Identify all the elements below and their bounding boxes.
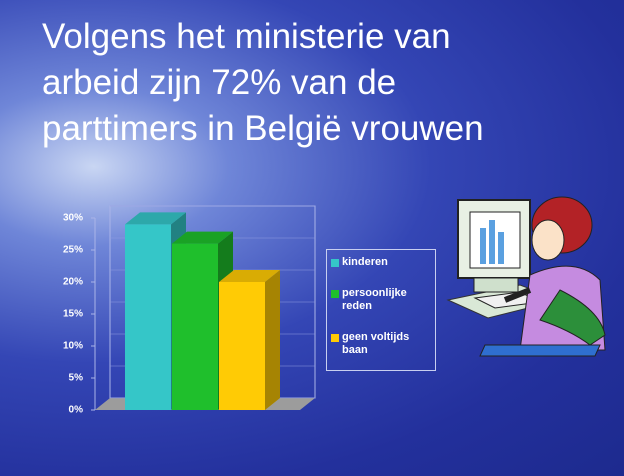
legend-label: kinderen [342, 256, 388, 268]
bar-top-shade [219, 270, 280, 282]
legend-entry: geen voltijds baan [331, 331, 431, 357]
bar-top-shade [172, 231, 233, 244]
y-tick-label: 30% [63, 213, 83, 224]
y-tick-label: 10% [63, 341, 83, 352]
y-tick-label: 5% [69, 373, 84, 384]
legend-label: persoonlijke reden [342, 287, 407, 312]
legend-swatch [331, 334, 339, 342]
y-tick-label: 25% [63, 245, 83, 256]
legend-swatch [331, 259, 339, 267]
bar-top-shade [125, 212, 186, 225]
legend-swatch [331, 290, 339, 298]
y-tick-label: 0% [69, 405, 84, 416]
legend-entry: persoonlijke reden [331, 287, 431, 313]
bar [172, 243, 218, 410]
y-tick-label: 20% [63, 277, 83, 288]
legend-label: geen voltijds baan [342, 331, 410, 356]
bar-top [172, 231, 233, 244]
slide-title: Volgens het ministerie van arbeid zijn 7… [42, 17, 484, 148]
computer-clipart [446, 196, 606, 357]
legend: kinderen persoonlijke reden geen voltijds … [326, 249, 436, 371]
bar [219, 282, 265, 410]
bar-side [265, 270, 280, 410]
bar-side-shade [265, 270, 280, 410]
legend-entry: kinderen [331, 256, 431, 269]
bar-top [219, 270, 280, 282]
bar-top [125, 212, 186, 225]
y-tick-label: 15% [63, 309, 83, 320]
bar [125, 224, 171, 410]
